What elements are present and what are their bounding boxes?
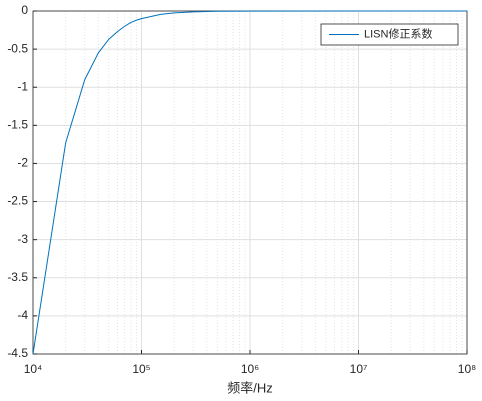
legend-box [320, 23, 459, 46]
x-tick-label: 10⁵ [132, 362, 150, 376]
x-tick-label: 10⁶ [241, 362, 259, 376]
y-tick-label: -2 [17, 156, 28, 170]
legend: LISN修正系数 [320, 23, 459, 46]
x-tick-label: 10⁸ [458, 362, 476, 376]
y-tick-label: -2.5 [7, 194, 28, 208]
y-tick-label: -3.5 [7, 270, 28, 284]
x-tick-label: 10⁴ [24, 362, 43, 376]
y-tick-label: -1.5 [7, 118, 28, 132]
x-axis-label: 频率/Hz [227, 380, 273, 395]
y-tick-label: 0 [21, 3, 28, 17]
data-line [32, 10, 467, 355]
legend-label: LISN修正系数 [364, 26, 432, 40]
y-tick-label: -4 [17, 308, 28, 322]
y-tick-label: -1 [17, 79, 28, 93]
y-tick-label: -3 [17, 232, 28, 246]
y-tick-label: -4.5 [7, 346, 28, 360]
y-tick-label: -0.5 [7, 41, 28, 55]
x-tick-label: 10⁷ [350, 362, 368, 376]
